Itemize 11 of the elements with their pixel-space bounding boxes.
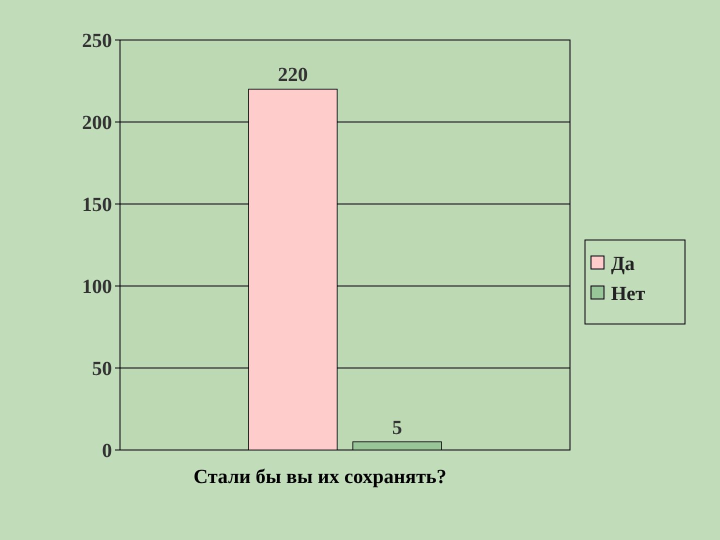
x-axis-title: Стали бы вы их сохранять? — [194, 466, 446, 488]
legend-label: Да — [611, 253, 635, 275]
y-tick-label: 150 — [82, 194, 112, 216]
y-tick-label: 0 — [102, 440, 112, 462]
y-tick-label: 250 — [82, 30, 112, 52]
y-tick-label: 50 — [92, 358, 112, 380]
data-label: 5 — [392, 416, 402, 439]
legend-label: Нет — [611, 283, 646, 305]
data-label: 220 — [278, 64, 308, 86]
y-tick-label: 100 — [82, 276, 112, 298]
y-tick-label: 200 — [82, 112, 112, 134]
